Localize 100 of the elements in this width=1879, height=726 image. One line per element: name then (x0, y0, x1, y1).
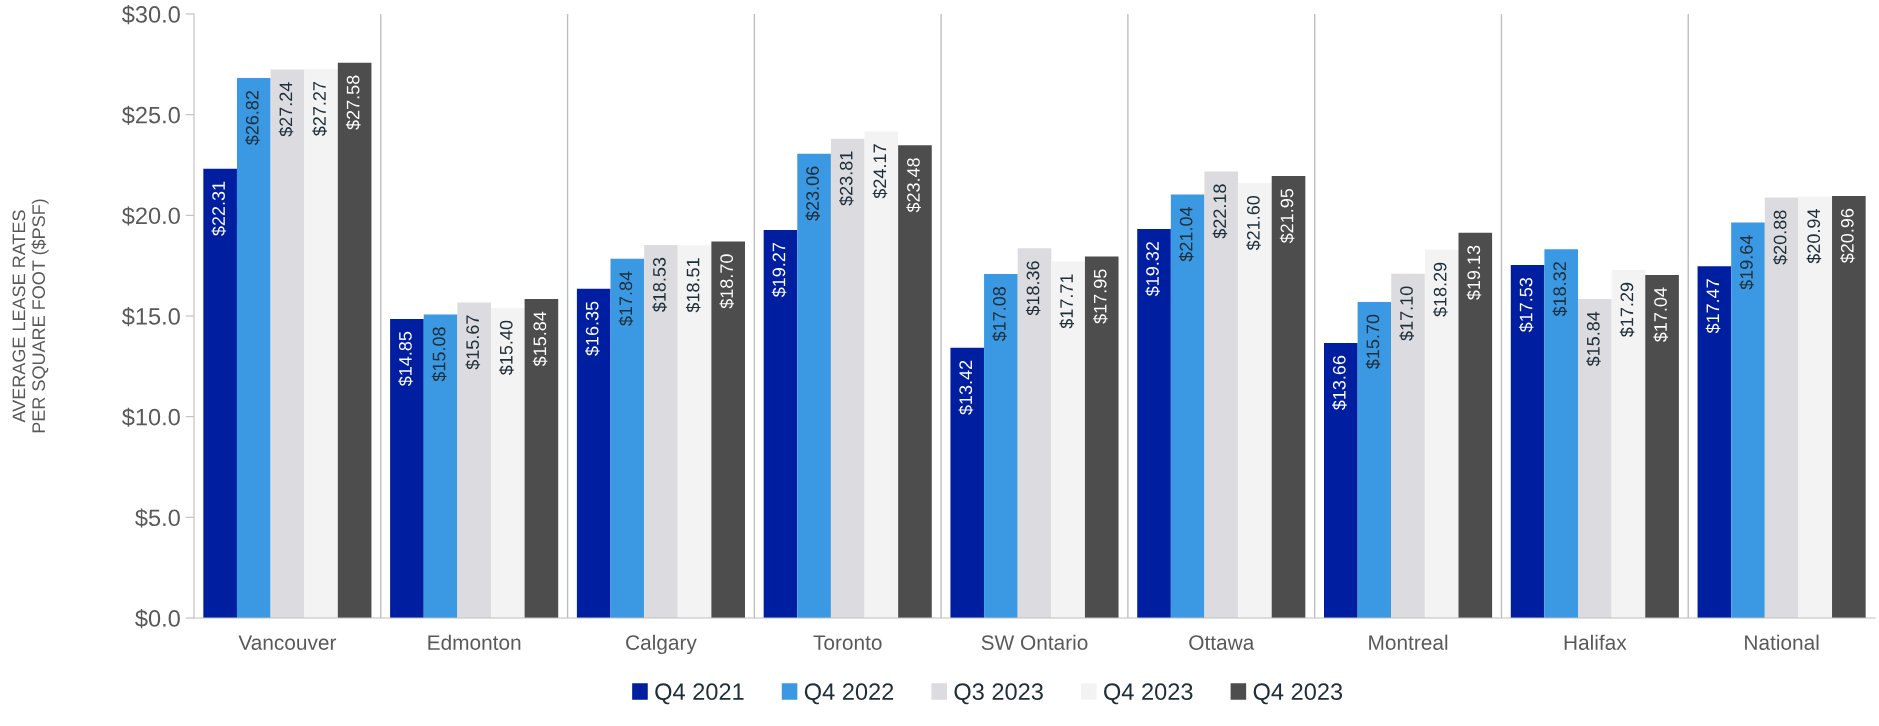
bar (644, 244, 678, 618)
bar (1204, 171, 1239, 618)
bar (711, 241, 745, 618)
text: $18.36 (1025, 261, 1041, 316)
bar (1170, 194, 1205, 618)
text: $23.48 (906, 158, 921, 213)
x-tick-label: National (1745, 634, 1819, 650)
y-tick-label: $30.0 (121, 5, 180, 25)
bar (1238, 183, 1272, 618)
text: $15.08 (431, 327, 447, 382)
text: $20.96 (1840, 208, 1855, 264)
x-tick-label: Toronto (813, 635, 882, 650)
bar (1084, 256, 1119, 618)
text: $17.95 (1093, 269, 1108, 324)
text: $27.27 (312, 81, 327, 137)
bar (610, 258, 645, 618)
bar (490, 307, 525, 618)
bar (304, 68, 338, 618)
text: $17.10 (1399, 286, 1414, 341)
bar (1391, 273, 1425, 618)
text: $19.32 (1145, 242, 1160, 297)
bar (898, 145, 932, 618)
text: $23.06 (805, 166, 821, 221)
bar (1611, 269, 1646, 618)
text: $15.84 (1586, 311, 1601, 367)
text: $24.17 (872, 144, 888, 199)
bar (1578, 299, 1612, 618)
text: $26.82 (245, 91, 260, 146)
text: $17.04 (1653, 287, 1668, 343)
bar (1324, 342, 1358, 618)
bar (1764, 197, 1799, 618)
text: $17.53 (1518, 277, 1534, 333)
text: $19.27 (771, 243, 787, 298)
text: $13.66 (1332, 355, 1347, 411)
bar (1510, 265, 1545, 618)
bar (1357, 301, 1392, 618)
bar (1798, 196, 1833, 618)
bar (1137, 229, 1171, 618)
text: $22.31 (211, 181, 227, 236)
text: $15.84 (532, 311, 548, 367)
x-tick-label: Edmonton (428, 634, 521, 650)
text: $19.13 (1466, 245, 1482, 300)
text: $17.71 (1059, 274, 1075, 329)
text: $22.18 (1212, 184, 1228, 239)
y-tick-label: $15.0 (121, 307, 180, 327)
bar (524, 299, 559, 618)
bar (270, 69, 305, 618)
bar (1017, 248, 1052, 618)
bar (950, 347, 985, 618)
bar (763, 230, 798, 618)
text: $13.42 (958, 360, 974, 415)
bar (864, 131, 899, 618)
text: $20.94 (1806, 209, 1822, 264)
text: $19.64 (1739, 235, 1754, 290)
y-tick-label: $5.0 (135, 508, 180, 528)
legend-label: Q3 2023 (954, 683, 1043, 705)
bar (984, 274, 1018, 618)
y-tick-label: $20.0 (121, 206, 180, 226)
text: $16.35 (585, 301, 600, 356)
bar (457, 302, 491, 618)
text: $18.70 (719, 254, 735, 309)
y-tick-label: $10.0 (121, 407, 180, 427)
bar (1731, 222, 1765, 618)
legend-label: Q4 2022 (804, 683, 894, 705)
bar (390, 319, 424, 618)
text: $21.04 (1178, 207, 1194, 262)
text: $27.58 (345, 75, 361, 130)
x-tick-label: Montreal (1369, 634, 1448, 650)
bar (1458, 232, 1493, 618)
y-tick-label: $25.0 (121, 105, 180, 125)
bar (1051, 261, 1085, 618)
text: $17.08 (992, 286, 1007, 342)
legend-label: Q4 2021 (655, 683, 744, 705)
x-tick-label: Calgary (626, 634, 697, 655)
bar (1271, 176, 1306, 618)
bar (797, 153, 831, 618)
text: $18.32 (1552, 262, 1568, 317)
bar (1832, 196, 1866, 618)
text: $15.70 (1365, 314, 1381, 370)
text: $21.60 (1246, 195, 1261, 251)
text: $27.24 (278, 82, 294, 137)
bar (203, 168, 237, 618)
bar (423, 314, 458, 618)
text: $18.51 (685, 258, 701, 313)
bar (1645, 274, 1679, 618)
x-tick-label: Ottawa (1189, 635, 1255, 650)
bar (1424, 249, 1459, 618)
bar (677, 245, 712, 618)
text: $17.29 (1619, 282, 1635, 337)
bar (1697, 266, 1732, 618)
x-tick-label: Halifax (1564, 634, 1627, 650)
legend-label: Q4 2023 (1253, 683, 1343, 705)
text: $21.95 (1279, 188, 1295, 244)
text: $14.85 (398, 331, 413, 387)
text: $18.53 (652, 257, 667, 313)
y-tick-label: $0.0 (135, 609, 180, 629)
bar (1544, 249, 1579, 618)
legend-label: Q4 2023 (1104, 683, 1193, 705)
x-tick-label: SW Ontario (981, 634, 1088, 650)
text: $15.40 (499, 320, 514, 376)
